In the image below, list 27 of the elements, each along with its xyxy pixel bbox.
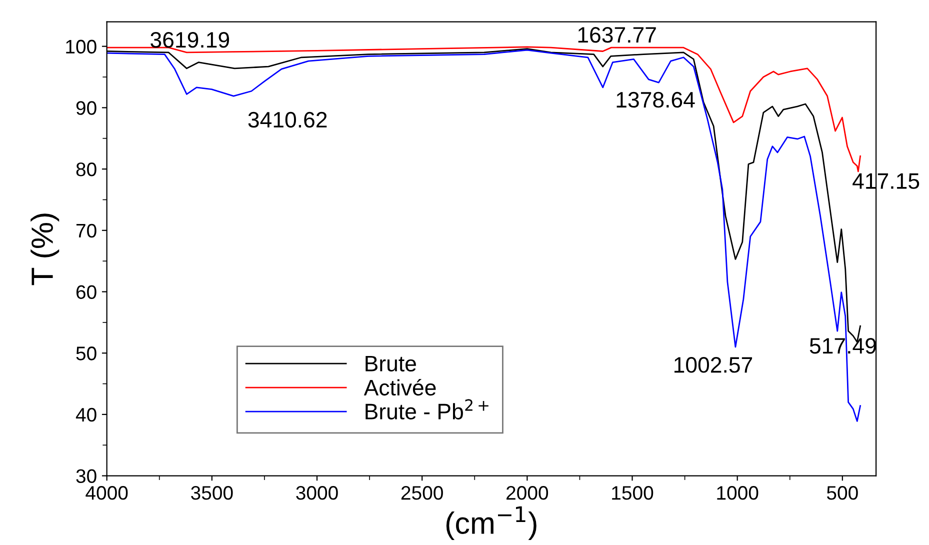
- annotation: 1002.57: [674, 357, 752, 373]
- x-tick-label: 1000: [717, 486, 758, 500]
- legend-label: Brute: [366, 356, 416, 372]
- y-tick-label: 90: [76, 101, 96, 115]
- annotation: 1378.64: [616, 92, 695, 108]
- x-tick-label: 3000: [296, 486, 338, 500]
- y-axis-title: T (%): [30, 214, 60, 286]
- x-axis-title: (cm$^{−1}$): [446, 506, 536, 540]
- y-tick-label: 80: [76, 162, 96, 176]
- y-tick-label: 40: [76, 408, 96, 422]
- x-tick-label: 500: [826, 486, 858, 500]
- y-tick-label: 70: [76, 224, 96, 238]
- x-tick-label: 3500: [191, 486, 233, 500]
- line-series: [106, 46, 861, 172]
- y-tick-label: 100: [66, 40, 96, 54]
- legend-label: Activée: [364, 378, 436, 396]
- legend-label: Brute - Pb$^{2+}$: [366, 399, 488, 420]
- annotation: 1637.77: [578, 27, 656, 43]
- annotation: 3619.19: [150, 32, 230, 48]
- x-tick-label: 2000: [506, 486, 548, 500]
- x-tick-label: 1500: [612, 486, 654, 500]
- y-tick-label: 30: [76, 469, 96, 484]
- x-tick-label: 2500: [401, 486, 443, 500]
- x-tick-label: 4000: [86, 486, 128, 500]
- annotation: 3410.62: [248, 112, 327, 128]
- y-tick-label: 50: [76, 346, 96, 360]
- y-tick-label: 60: [76, 285, 96, 299]
